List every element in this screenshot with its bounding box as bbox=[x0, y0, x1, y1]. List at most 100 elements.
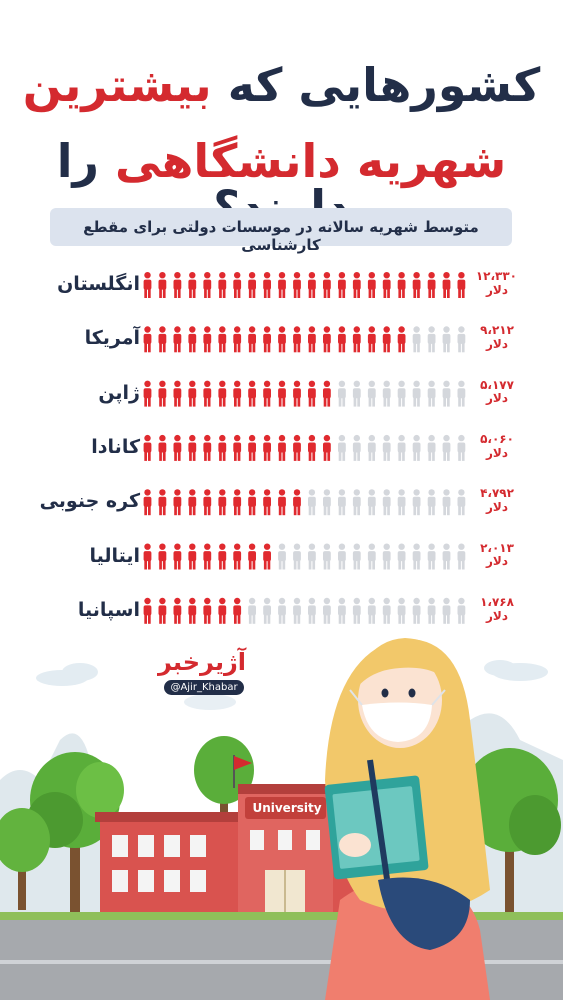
person-icon-empty bbox=[382, 380, 391, 407]
person-icon-filled bbox=[263, 272, 271, 298]
person-icon-empty bbox=[427, 543, 436, 570]
value-number: ۹،۲۱۲ bbox=[480, 323, 514, 338]
person-icon-empty bbox=[412, 326, 421, 353]
person-icon-filled bbox=[173, 543, 182, 570]
person-icon-empty bbox=[278, 543, 286, 570]
person-icon-empty bbox=[427, 597, 436, 624]
person-icon-filled bbox=[173, 597, 182, 624]
person-icon-empty bbox=[412, 543, 421, 570]
person-icon-filled bbox=[158, 543, 167, 570]
person-icon-filled bbox=[188, 272, 197, 298]
person-icon-filled bbox=[338, 326, 346, 353]
person-icon-filled bbox=[308, 380, 316, 407]
person-icon-filled bbox=[218, 597, 227, 624]
person-icon-filled bbox=[233, 543, 242, 570]
person-icon-empty bbox=[457, 326, 466, 353]
person-icon-filled bbox=[173, 434, 182, 461]
person-icon-filled bbox=[188, 597, 197, 624]
person-icon-filled bbox=[308, 434, 316, 461]
value-number: ۴،۷۹۲ bbox=[480, 486, 514, 501]
value-number: ۱،۷۶۸ bbox=[480, 594, 514, 609]
person-icon-filled bbox=[218, 272, 227, 298]
background-scene bbox=[0, 638, 563, 1000]
person-icon-filled bbox=[382, 272, 391, 298]
person-icon-empty bbox=[412, 597, 421, 624]
person-icon-empty bbox=[457, 434, 466, 461]
person-icon-empty bbox=[457, 543, 466, 570]
person-icon-empty bbox=[442, 434, 451, 461]
value-unit: دلار bbox=[485, 554, 508, 569]
person-icon-filled bbox=[218, 489, 227, 516]
person-icon-filled bbox=[218, 380, 227, 407]
country-label: اسپانیا bbox=[77, 598, 140, 621]
person-icon-empty bbox=[338, 489, 346, 516]
person-icon-filled bbox=[323, 326, 331, 353]
person-icon-filled bbox=[397, 326, 406, 353]
country-label: ژاپن bbox=[98, 381, 140, 404]
person-icon-empty bbox=[338, 434, 346, 461]
person-icon-empty bbox=[338, 543, 346, 570]
person-icon-filled bbox=[218, 434, 227, 461]
value-number: ۲،۰۱۳ bbox=[480, 540, 514, 555]
value-number: ۵،۱۷۷ bbox=[480, 377, 514, 392]
value-label: ۱،۷۶۸ دلار bbox=[477, 594, 517, 624]
person-icon-filled bbox=[143, 434, 152, 461]
person-icon-filled bbox=[278, 326, 286, 353]
subtitle: متوسط شهریه سالانه در موسسات دولتی برای … bbox=[83, 218, 479, 254]
person-icon-empty bbox=[457, 380, 466, 407]
person-icon-empty bbox=[352, 380, 361, 407]
country-label: کانادا bbox=[91, 435, 140, 458]
person-icon-filled bbox=[218, 543, 227, 570]
icon-row bbox=[143, 380, 466, 407]
tree-right-icon bbox=[462, 748, 561, 915]
country-label: آمریکا bbox=[84, 327, 140, 350]
person-icon-filled bbox=[248, 326, 256, 353]
person-icon-empty bbox=[442, 597, 451, 624]
person-icon-filled bbox=[188, 489, 197, 516]
icon-row bbox=[143, 543, 466, 570]
person-icon-empty bbox=[442, 380, 451, 407]
person-icon-filled bbox=[188, 434, 197, 461]
icon-row bbox=[143, 489, 466, 516]
person-icon-filled bbox=[323, 272, 331, 298]
person-icon-empty bbox=[308, 543, 316, 570]
value-unit: دلار bbox=[485, 282, 508, 297]
value-label: ۹،۲۱۲ دلار bbox=[477, 323, 517, 352]
person-icon-filled bbox=[293, 272, 301, 298]
university-sign: University bbox=[252, 801, 322, 815]
person-icon-filled bbox=[367, 272, 376, 298]
person-icon-filled bbox=[293, 434, 301, 461]
person-icon-filled bbox=[203, 272, 212, 298]
person-icon-empty bbox=[323, 597, 331, 624]
person-icon-filled bbox=[143, 543, 152, 570]
person-icon-empty bbox=[352, 597, 361, 624]
person-icon-filled bbox=[143, 380, 152, 407]
person-icon-filled bbox=[158, 380, 167, 407]
person-icon-empty bbox=[412, 434, 421, 461]
person-icon-empty bbox=[352, 543, 361, 570]
person-icon-filled bbox=[203, 597, 212, 624]
value-unit: دلار bbox=[485, 445, 508, 460]
person-icon-filled bbox=[278, 380, 286, 407]
person-icon-filled bbox=[233, 272, 242, 298]
person-icon-filled bbox=[278, 434, 286, 461]
person-icon-filled bbox=[158, 597, 167, 624]
person-icon-empty bbox=[427, 380, 436, 407]
person-icon-empty bbox=[412, 380, 421, 407]
value-unit: دلار bbox=[485, 391, 508, 406]
person-icon-filled bbox=[308, 326, 316, 353]
person-icon-filled bbox=[248, 543, 256, 570]
value-number: ۱۲،۳۳۰ bbox=[475, 269, 517, 283]
value-unit: دلار bbox=[485, 337, 508, 352]
tree-left-icon bbox=[0, 752, 124, 915]
person-icon-empty bbox=[263, 597, 271, 624]
person-icon-filled bbox=[173, 272, 182, 298]
person-icon-filled bbox=[233, 326, 242, 353]
person-icon-empty bbox=[338, 380, 346, 407]
person-icon-empty bbox=[412, 489, 421, 516]
person-icon-empty bbox=[248, 597, 256, 624]
person-icon-filled bbox=[233, 597, 242, 624]
person-icon-empty bbox=[442, 326, 451, 353]
person-icon-filled bbox=[218, 326, 227, 353]
person-icon-filled bbox=[203, 434, 212, 461]
